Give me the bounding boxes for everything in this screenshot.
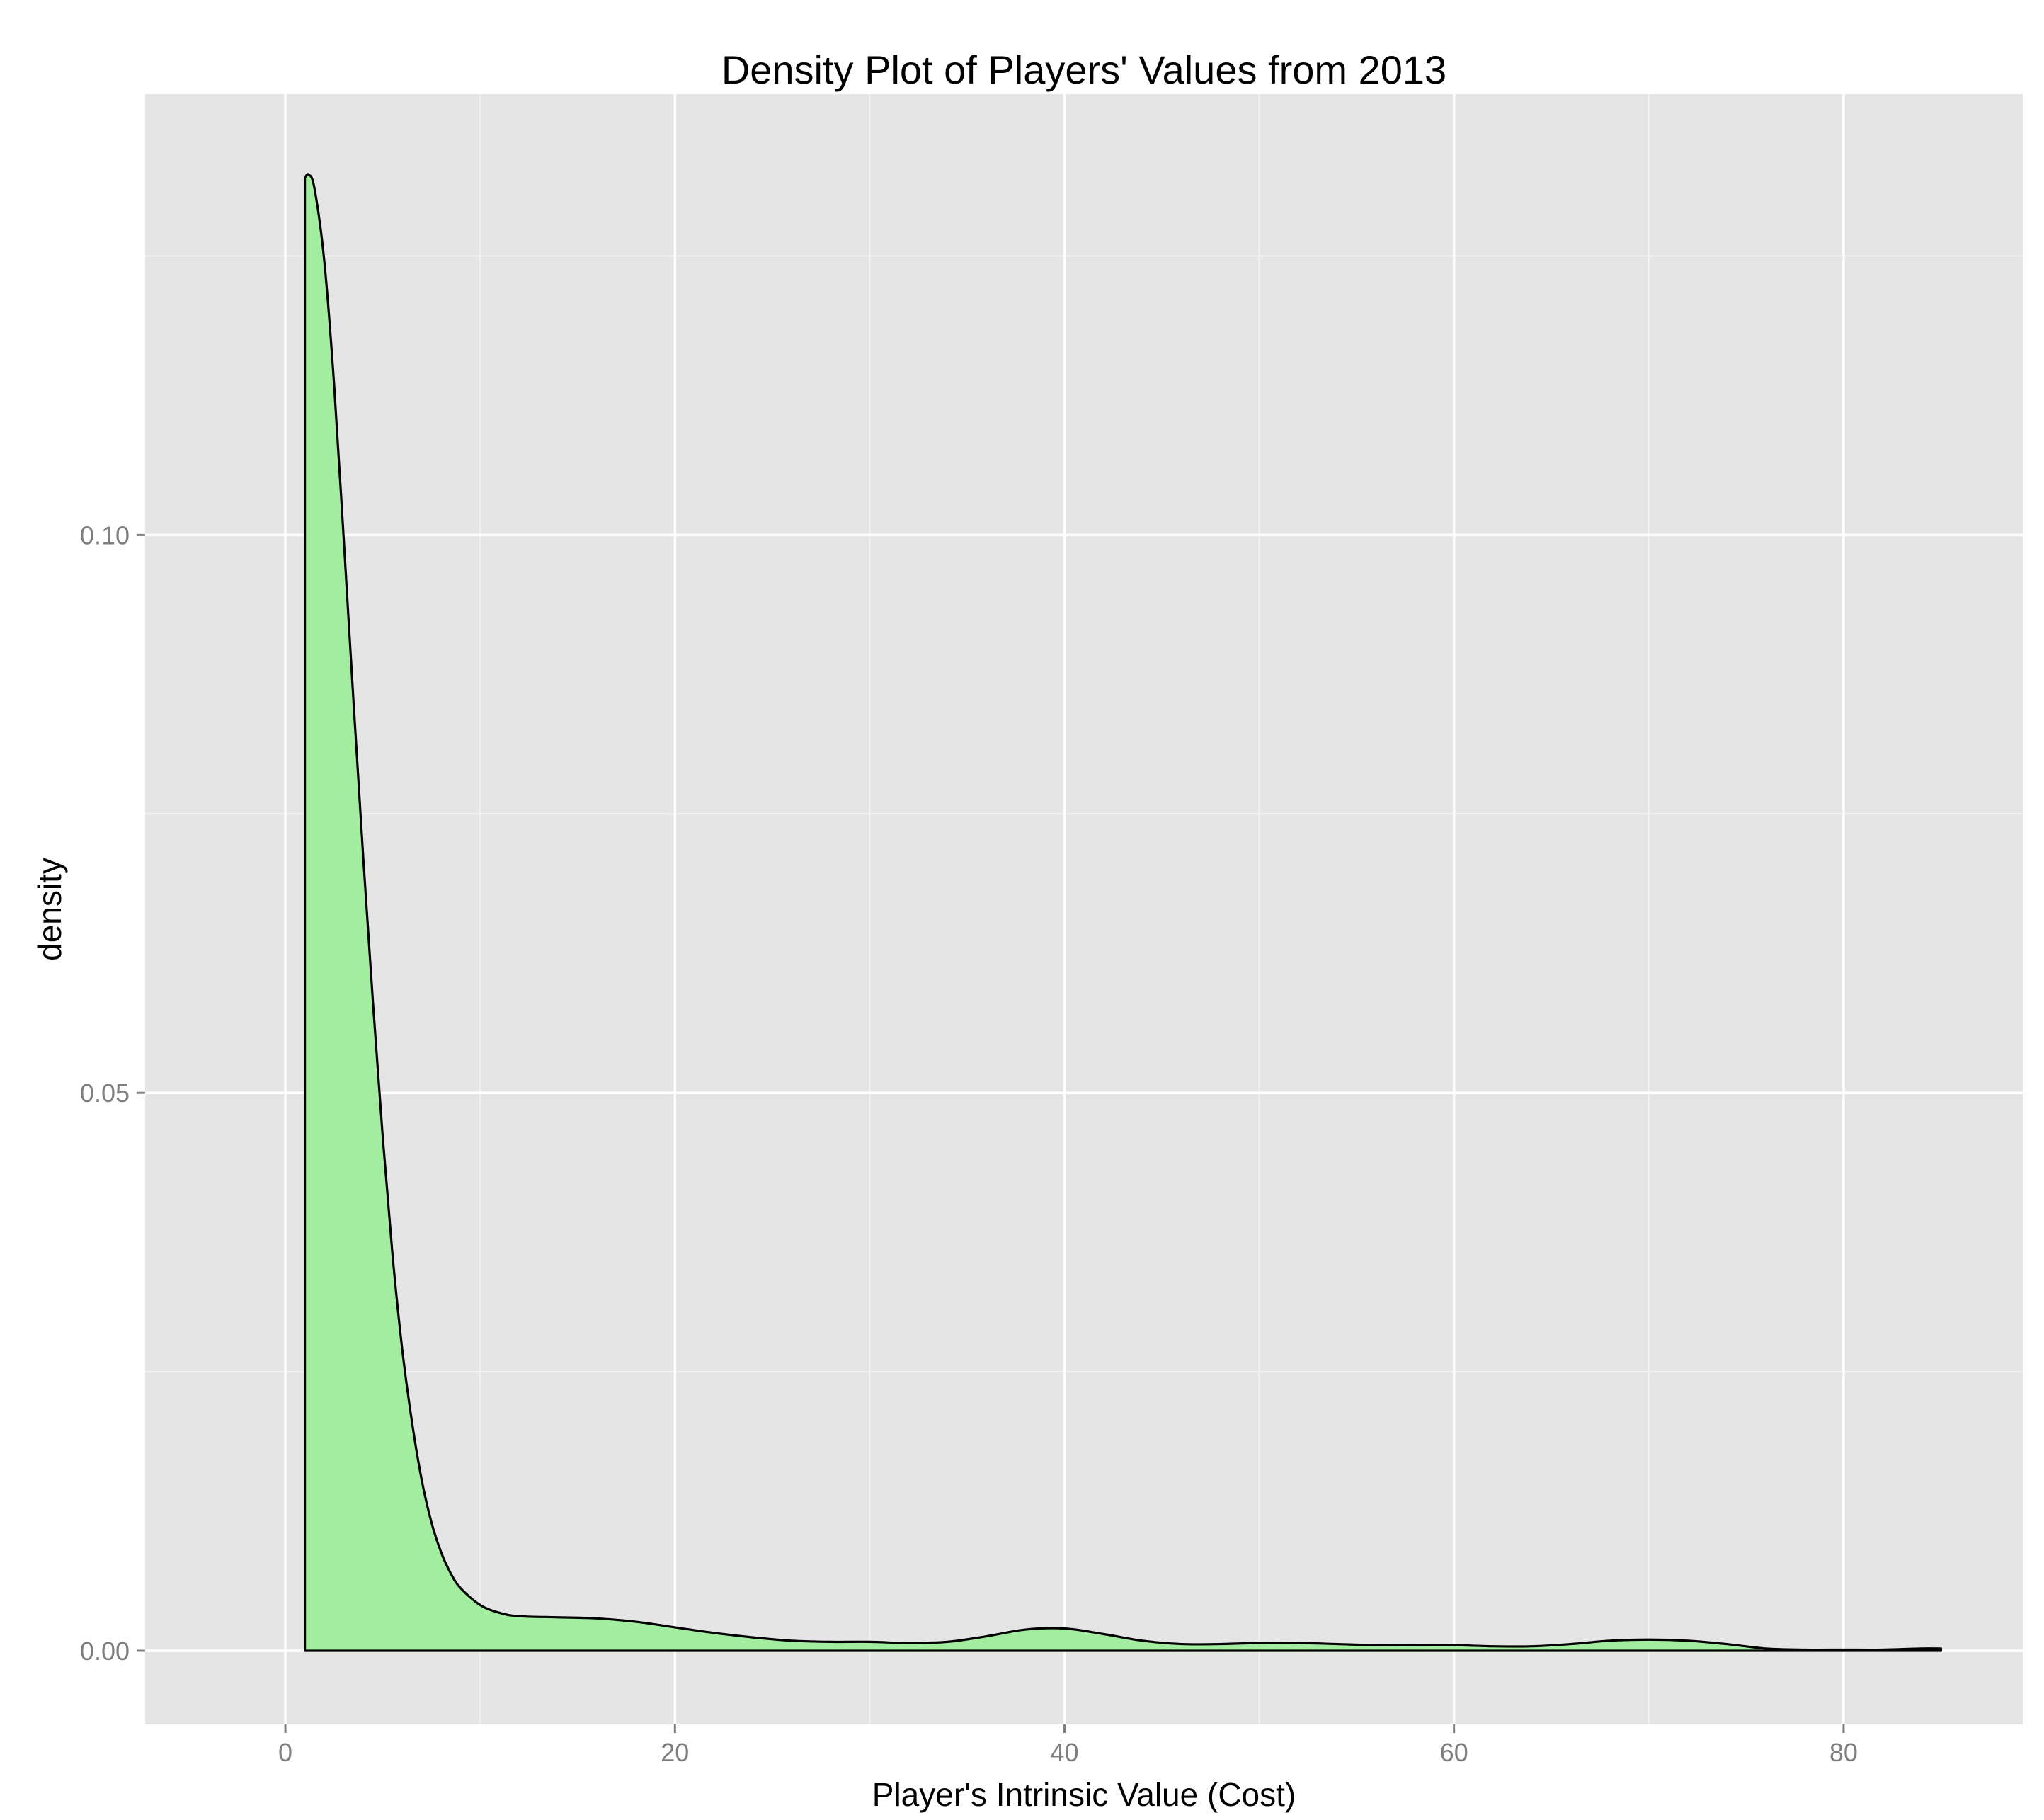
y-tick-label: 0.10 <box>80 521 130 550</box>
panel-background <box>145 94 2023 1724</box>
x-tick-label: 0 <box>278 1738 292 1767</box>
density-area-layer <box>303 173 1943 1652</box>
x-tick-label: 60 <box>1440 1738 1468 1767</box>
y-tick-label: 0.00 <box>80 1637 130 1666</box>
x-tick-label: 20 <box>661 1738 689 1767</box>
tick-labels: 0 20 40 60 80 0.00 0.05 0.10 <box>80 521 1858 1767</box>
x-tick-label: 80 <box>1829 1738 1858 1767</box>
chart-title: Density Plot of Players' Values from 201… <box>721 47 1446 92</box>
density-area <box>303 173 1943 1652</box>
y-axis-title: density <box>31 858 68 961</box>
minor-gridlines <box>145 94 2023 1724</box>
y-tick-label: 0.05 <box>80 1079 130 1108</box>
axis-ticks <box>137 533 1845 1733</box>
x-tick-label: 40 <box>1050 1738 1078 1767</box>
x-axis-title: Player's Intrinsic Value (Cost) <box>872 1776 1296 1813</box>
